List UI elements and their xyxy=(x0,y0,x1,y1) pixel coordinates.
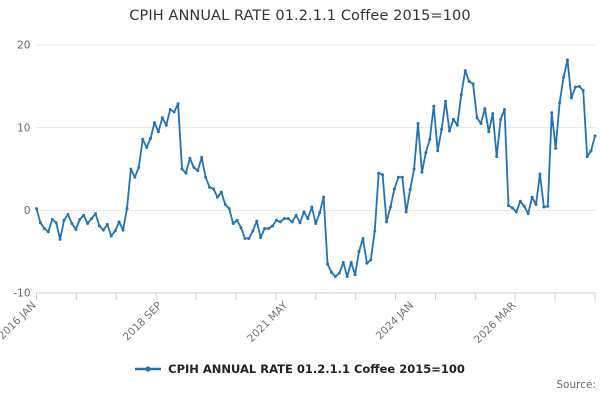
svg-text:2016 JAN: 2016 JAN xyxy=(0,300,39,342)
svg-text:10: 10 xyxy=(17,122,30,134)
x-axis xyxy=(36,292,596,300)
svg-text:2026 MAR: 2026 MAR xyxy=(472,300,518,346)
data-series-line xyxy=(35,58,597,278)
x-axis-tick-labels: 2016 JAN 2018 SEP 2021 MAY 2024 JAN 2026 MAR xyxy=(0,299,518,346)
line-marker-icon xyxy=(135,366,162,372)
svg-text:0: 0 xyxy=(24,205,31,217)
chart-legend: CPIH ANNUAL RATE 01.2.1.1 Coffee 2015=10… xyxy=(0,362,600,376)
svg-text:-10: -10 xyxy=(13,288,30,300)
svg-text:20: 20 xyxy=(17,40,30,52)
legend-entry-label: CPIH ANNUAL RATE 01.2.1.1 Coffee 2015=10… xyxy=(168,362,465,376)
gridlines xyxy=(36,44,595,294)
svg-text:2018 SEP: 2018 SEP xyxy=(121,300,165,344)
svg-text:2024 JAN: 2024 JAN xyxy=(374,300,416,342)
line-chart-plot: 20 10 0 -10 2016 JAN 2018 SEP 2021 MAY 2024 JA… xyxy=(0,40,597,346)
source-note: Source: xyxy=(556,379,596,391)
svg-text:2021 MAY: 2021 MAY xyxy=(245,299,291,345)
chart-title: CPIH ANNUAL RATE 01.2.1.1 Coffee 2015=10… xyxy=(129,8,471,24)
y-axis-tick-labels: 20 10 0 -10 xyxy=(13,40,30,300)
